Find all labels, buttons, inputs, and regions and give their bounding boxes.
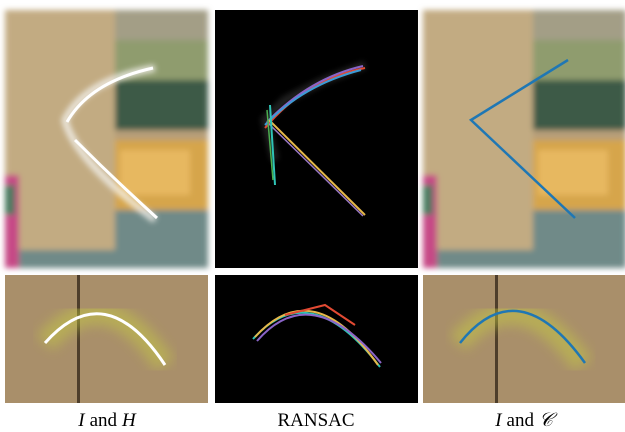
caption-part: and: [90, 410, 118, 431]
caption-part: H: [121, 410, 137, 431]
page: IandHRANSACIand𝒞 (() => { const data = J…: [0, 0, 625, 432]
panel-input: [5, 10, 208, 268]
caption-part: 𝒞: [539, 410, 558, 431]
caption-part: I: [77, 410, 86, 431]
caption-part: I: [494, 410, 503, 431]
panel-input-2: [5, 275, 208, 403]
caption-part: RANSAC: [277, 410, 354, 431]
panel-ransac-2: [215, 275, 418, 403]
caption: RANSAC: [277, 410, 354, 431]
panel-curve-2: [423, 275, 625, 403]
caption-part: and: [507, 410, 535, 431]
panel-ransac: [215, 10, 418, 268]
panel-curve: [423, 10, 625, 268]
figure: IandHRANSACIand𝒞: [0, 0, 625, 432]
